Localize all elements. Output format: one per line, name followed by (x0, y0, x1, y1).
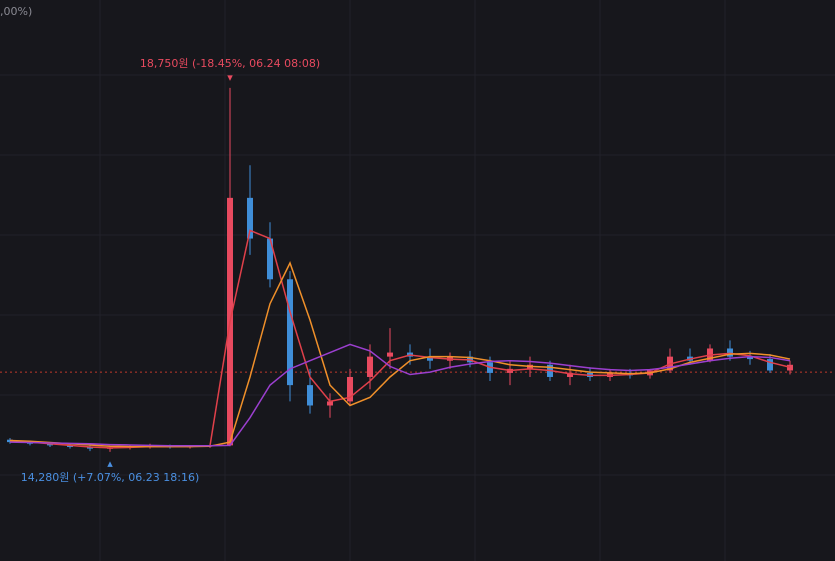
moving-average (9, 229, 791, 449)
low-marker: ▴ (107, 457, 113, 470)
candle-body (787, 364, 793, 371)
candle-body (747, 356, 753, 360)
candle-body (267, 238, 273, 280)
candle-body (427, 356, 433, 361)
candle-body (387, 352, 393, 357)
candle-body (287, 279, 293, 386)
low-annotation: 14,280원 (+7.07%, 06.23 18:16) (21, 471, 200, 484)
candle-body (307, 385, 313, 406)
candle-body (67, 445, 73, 448)
moving-average (9, 261, 791, 448)
candle-body (87, 447, 93, 449)
moving-average (9, 343, 791, 447)
header-text: ,00%) (0, 5, 32, 18)
high-annotation: 18,750원 (-18.45%, 06.24 08:08) (140, 57, 320, 70)
candle-body (567, 372, 573, 377)
high-marker: ▾ (227, 71, 233, 84)
candle-body (767, 359, 773, 371)
candle-body (347, 376, 353, 402)
candle-body (727, 348, 733, 357)
candle-body (247, 197, 253, 239)
candle-body (47, 443, 53, 446)
candle-body (367, 356, 373, 377)
candle-body (327, 401, 333, 406)
